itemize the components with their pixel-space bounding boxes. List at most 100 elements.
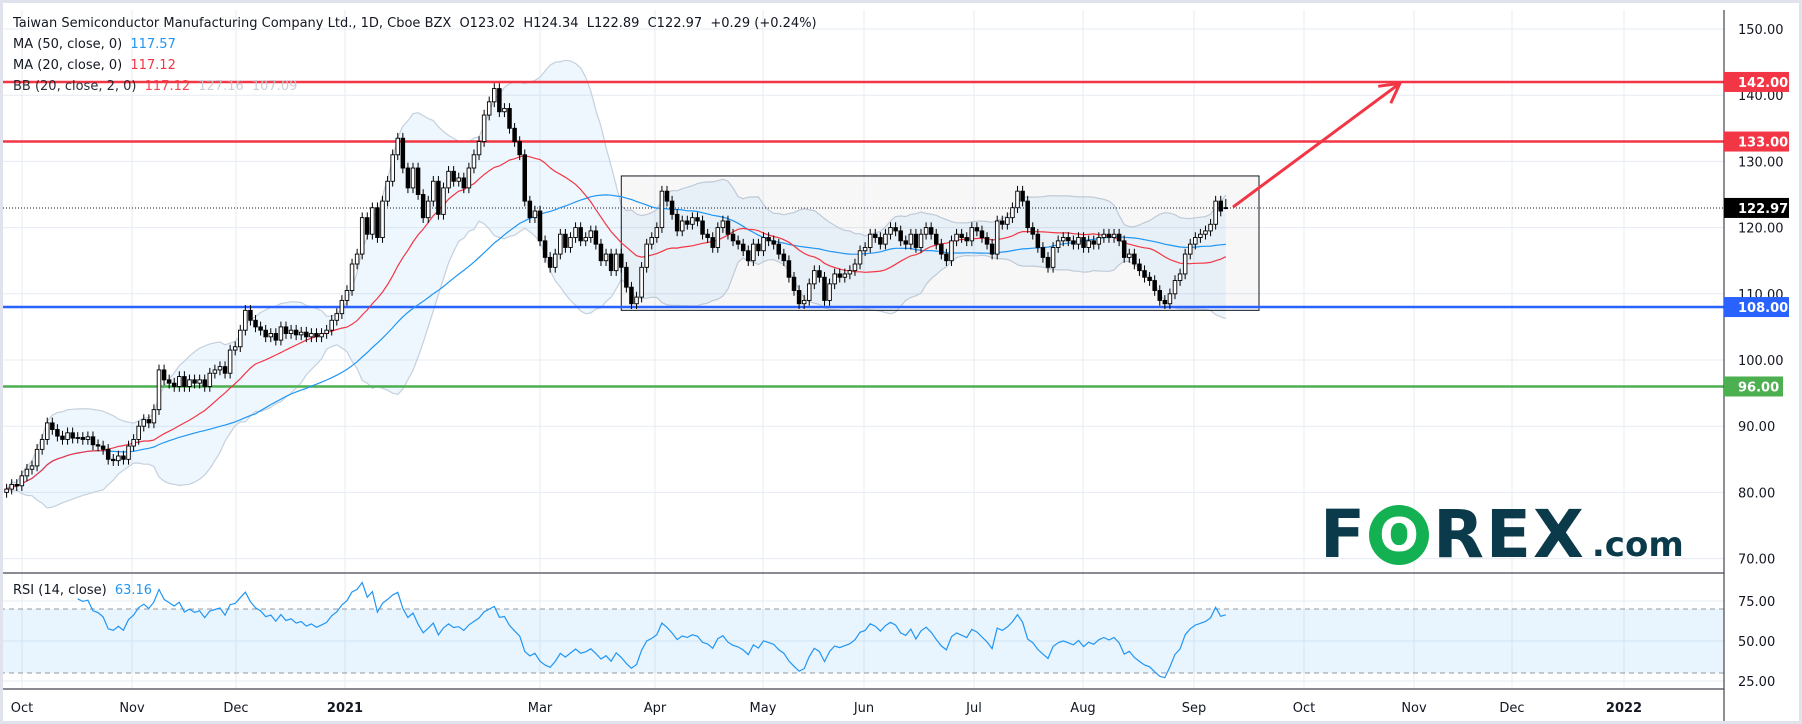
candle-body — [1137, 263, 1142, 272]
candle-body — [1127, 253, 1132, 258]
candle-body — [60, 435, 65, 440]
bollinger-lower-line — [6, 220, 1226, 509]
level-96.00-badge-label: 96.00 — [1738, 380, 1779, 395]
candle-body — [131, 438, 136, 447]
candle-body — [451, 170, 456, 182]
rsi-pane — [0, 572, 1802, 690]
level-133.00-badge-label: 133.00 — [1738, 136, 1788, 151]
candle-body — [842, 273, 848, 278]
bb-legend[interactable]: BB (20, close, 2, 0) 117.12 127.16 107.0… — [13, 79, 301, 94]
candle-body — [1071, 240, 1076, 245]
candle-body — [238, 329, 243, 348]
candle-body — [669, 200, 675, 215]
level-108.00-badge-label: 108.00 — [1738, 301, 1788, 316]
candle-body — [832, 273, 837, 285]
candle-body — [1081, 237, 1086, 248]
candle-body — [639, 266, 644, 298]
ma20-label: MA (20, close, 0) — [13, 58, 123, 73]
candle-body — [705, 233, 710, 238]
candle-body — [441, 187, 446, 215]
rsi-value: 63.16 — [114, 583, 153, 598]
candle-body — [187, 379, 192, 387]
candle-body — [197, 379, 202, 384]
candle-body — [1121, 240, 1127, 258]
candle-body — [1015, 190, 1020, 209]
candle-body — [847, 270, 853, 275]
candle-body — [994, 220, 1000, 255]
candle-body — [29, 465, 35, 470]
ma50-legend[interactable]: MA (50, close, 0) 117.57 — [13, 37, 180, 52]
axis-corner — [1725, 690, 1799, 720]
candle-body — [44, 422, 50, 440]
price-tick-label: 90.00 — [1738, 420, 1775, 435]
candle-body — [944, 253, 949, 262]
candle-body — [141, 419, 147, 427]
candle-body — [268, 333, 274, 338]
candle-body — [486, 101, 492, 116]
drawings[interactable] — [1232, 81, 1403, 209]
candle-body — [583, 237, 588, 242]
candle-body — [1045, 256, 1051, 268]
candle-body — [227, 349, 233, 374]
candle-body — [95, 444, 101, 447]
candle-body — [314, 333, 319, 338]
price-tick-label: 150.00 — [1738, 23, 1784, 38]
candle-body — [1096, 237, 1102, 245]
rsi-legend[interactable]: RSI (14, close) 63.16 — [13, 583, 152, 598]
candle-body — [365, 217, 370, 235]
projection-arrow-line[interactable] — [1232, 82, 1401, 209]
candle-body — [776, 243, 782, 255]
candle-body — [878, 237, 883, 245]
candle-body — [918, 233, 924, 248]
candle-body — [1091, 240, 1096, 245]
candle-body — [756, 243, 761, 252]
price-axis-background[interactable] — [1724, 0, 1802, 724]
price-tick-label: 80.00 — [1738, 486, 1775, 501]
time-label-Aug: Aug — [1070, 701, 1095, 716]
candle-body — [492, 88, 497, 103]
candle-body — [1147, 276, 1152, 282]
price-tick-label: 140.00 — [1738, 89, 1784, 104]
candle-body — [1030, 227, 1036, 235]
candle-body — [278, 326, 284, 341]
time-label-Nov: Nov — [1401, 701, 1427, 716]
candle-body — [654, 227, 660, 238]
time-label-Apr: Apr — [644, 701, 667, 716]
candle-body — [476, 141, 482, 156]
candle-body — [34, 448, 40, 467]
candle-body — [232, 346, 238, 351]
candle-body — [969, 227, 975, 242]
time-label-Sep: Sep — [1182, 701, 1207, 716]
candle-body — [573, 227, 578, 238]
candle-body — [461, 177, 467, 189]
horizontal-levels[interactable] — [0, 80, 1724, 388]
time-axis[interactable]: Oct Nov Dec 2021 Mar Apr May Jun Jul Aug Sep Oct Nov… — [11, 690, 1799, 720]
candle-body — [283, 326, 289, 334]
ma50-label: MA (50, close, 0) — [13, 37, 123, 52]
candle-body — [288, 329, 294, 334]
price-tick-label: 120.00 — [1738, 222, 1784, 237]
candle-body — [156, 369, 162, 411]
level-142.00-badge-label: 142.00 — [1738, 76, 1788, 91]
candle-body — [1203, 230, 1208, 235]
candle-body — [558, 233, 563, 255]
ma20-legend[interactable]: MA (20, close, 0) 117.12 — [13, 58, 180, 73]
candle-body — [334, 313, 340, 321]
candle-body — [420, 194, 426, 219]
candle-body — [512, 127, 517, 142]
candle-body — [522, 154, 528, 202]
candle-body — [1177, 273, 1183, 282]
logo-rex: REX — [1433, 496, 1586, 573]
candle-body — [111, 458, 116, 462]
logo-o-circle: O — [1369, 505, 1430, 565]
candle-body — [964, 237, 969, 242]
candle-body — [24, 468, 30, 477]
candle-body — [151, 409, 157, 424]
arrow-head-icon — [1378, 81, 1403, 104]
logo-f: F — [1320, 496, 1368, 573]
candle-body — [263, 329, 268, 338]
ma50-line — [6, 194, 1226, 490]
candle-body — [405, 167, 411, 189]
